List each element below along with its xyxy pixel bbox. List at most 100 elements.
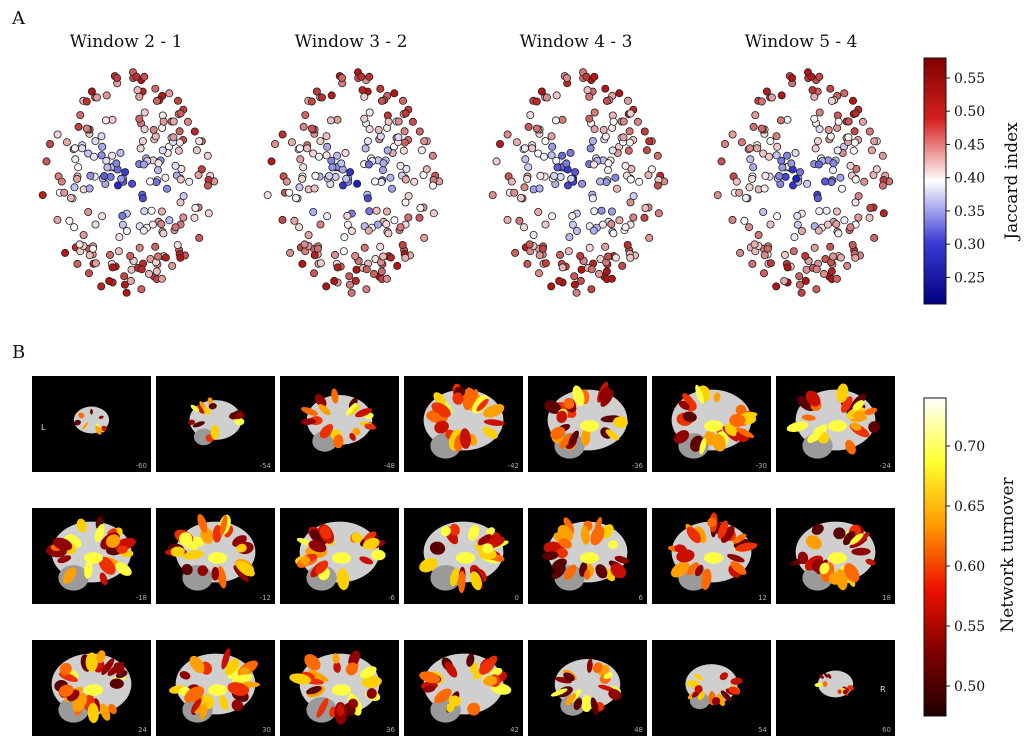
brain-node [647, 165, 656, 174]
brain-node [73, 259, 82, 268]
brain-node [532, 124, 541, 133]
brain-node [829, 166, 838, 175]
brain-node [74, 122, 83, 131]
slice-coordinate-label: 60 [882, 726, 891, 734]
brain-node [783, 151, 792, 160]
brain-node [621, 161, 630, 170]
brain-node [417, 146, 426, 155]
colorbar-jaccard-bar [923, 57, 947, 305]
colorbar-jaccard-tick-label: 0.55 [954, 71, 985, 87]
brain-node [108, 151, 117, 160]
brain-node [772, 132, 781, 141]
slice-coordinate-label: -30 [756, 462, 767, 470]
brain-node [100, 171, 109, 180]
brain-node [801, 276, 810, 285]
brain-node [70, 223, 79, 232]
brain-slice: -24 [776, 376, 895, 472]
brain-node [757, 97, 766, 106]
brain-node [599, 125, 608, 134]
brain-node [813, 194, 822, 203]
brain-node [781, 250, 790, 259]
brain-node [528, 144, 537, 153]
brain-slice: 54 [652, 640, 771, 736]
brain-node [821, 177, 830, 186]
brain-node [291, 193, 300, 202]
brain-node [299, 122, 308, 131]
brain-node [394, 117, 403, 126]
brain-node [310, 251, 319, 260]
brain-node [872, 165, 881, 174]
brain-node [590, 72, 599, 81]
brain-node [526, 111, 535, 120]
brain-node [60, 188, 69, 197]
slice-coordinate-label: -60 [136, 462, 147, 470]
brain-node [157, 207, 166, 216]
brain-node [851, 198, 860, 207]
brain-node [173, 96, 182, 105]
brain-node [832, 220, 841, 229]
brain-node [363, 194, 372, 203]
brain-node [343, 220, 352, 229]
brain-node [748, 174, 757, 183]
brain-node [323, 142, 332, 151]
brain-node [79, 230, 88, 239]
brain-node [568, 220, 577, 229]
brain-node [285, 188, 294, 197]
brain-node [635, 177, 644, 186]
brain-node [86, 171, 95, 180]
brain-node [629, 192, 638, 201]
brain-node [70, 183, 79, 192]
brain-node [149, 125, 158, 134]
brain-node [721, 139, 730, 148]
brain-node [564, 247, 573, 256]
brain-node [410, 177, 419, 186]
brain-node [551, 116, 560, 125]
brain-node [309, 207, 318, 216]
brain-node [577, 265, 586, 274]
brain-node [760, 251, 769, 260]
brain-node [601, 242, 610, 251]
brain-node [176, 109, 185, 118]
brain-node [840, 216, 849, 225]
brain-node [503, 130, 512, 139]
brain-node [137, 285, 146, 294]
brain-slice: 6 [528, 508, 647, 604]
brain-node [524, 163, 533, 172]
brain-node [548, 142, 557, 151]
brain-node [550, 171, 559, 180]
brain-node [608, 146, 617, 155]
brain-node [535, 269, 544, 278]
brain-node [171, 223, 180, 232]
brain-node [829, 252, 838, 261]
brain-node [176, 253, 185, 262]
brain-node [53, 130, 62, 139]
brain-node [797, 226, 806, 235]
brain-node [604, 166, 613, 175]
brain-node [776, 116, 785, 125]
brain-node [611, 173, 620, 182]
brain-node [815, 207, 824, 216]
brain-node [140, 108, 149, 117]
brain-node [832, 274, 841, 283]
brain-node [263, 191, 272, 200]
brain-node [390, 89, 399, 98]
brain-node [314, 152, 323, 161]
brain-node [796, 168, 805, 177]
brain-node [138, 137, 147, 146]
brain-node [653, 151, 662, 160]
brain-node [374, 125, 383, 134]
brain-node [601, 84, 610, 93]
brain-node [108, 115, 117, 124]
brain-node [140, 207, 149, 216]
brain-node [766, 137, 775, 146]
brain-node [140, 125, 149, 134]
brain-node [849, 96, 858, 105]
brain-node [735, 188, 744, 197]
brain-node [322, 282, 331, 291]
colorbar-jaccard-tick-label: 0.30 [954, 237, 985, 253]
brain-node [846, 223, 855, 232]
brain-node [587, 285, 596, 294]
brain-node [382, 207, 391, 216]
brain-node [400, 138, 409, 147]
brain-node [775, 171, 784, 180]
